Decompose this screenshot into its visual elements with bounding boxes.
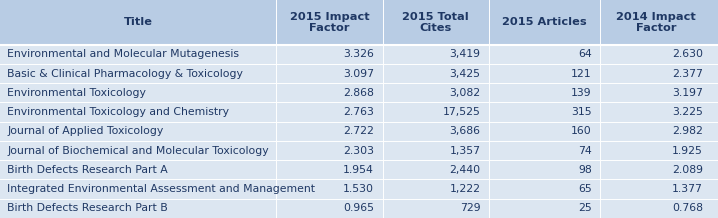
Text: 2015 Articles: 2015 Articles [503, 17, 587, 27]
Text: 0.768: 0.768 [672, 203, 703, 213]
Text: 3,425: 3,425 [449, 69, 480, 78]
Text: 2.982: 2.982 [672, 126, 703, 136]
Text: 64: 64 [578, 49, 592, 59]
Text: 1,222: 1,222 [449, 184, 480, 194]
Text: 3.197: 3.197 [672, 88, 703, 98]
Text: 3.326: 3.326 [343, 49, 374, 59]
Text: 1.954: 1.954 [343, 165, 374, 175]
Bar [0, 199, 718, 218]
Text: Birth Defects Research Part B: Birth Defects Research Part B [7, 203, 168, 213]
Text: 1.377: 1.377 [672, 184, 703, 194]
Bar [0, 179, 718, 199]
Text: 65: 65 [578, 184, 592, 194]
Bar [0, 0, 718, 45]
Text: Basic & Clinical Pharmacology & Toxicology: Basic & Clinical Pharmacology & Toxicolo… [7, 69, 243, 78]
Text: 98: 98 [578, 165, 592, 175]
Bar [0, 102, 718, 122]
Bar [0, 64, 718, 83]
Bar [0, 122, 718, 141]
Text: 1,357: 1,357 [449, 146, 480, 156]
Text: Environmental and Molecular Mutagenesis: Environmental and Molecular Mutagenesis [7, 49, 239, 59]
Text: 3,419: 3,419 [449, 49, 480, 59]
Text: 160: 160 [571, 126, 592, 136]
Text: 2.377: 2.377 [672, 69, 703, 78]
Bar [0, 45, 718, 64]
Text: 74: 74 [578, 146, 592, 156]
Text: 17,525: 17,525 [442, 107, 480, 117]
Text: 315: 315 [571, 107, 592, 117]
Text: 2.763: 2.763 [343, 107, 374, 117]
Text: 2.630: 2.630 [672, 49, 703, 59]
Text: 2015 Impact
Factor: 2015 Impact Factor [290, 12, 369, 33]
Text: 3,082: 3,082 [449, 88, 480, 98]
Text: 3.225: 3.225 [672, 107, 703, 117]
Bar [0, 141, 718, 160]
Text: 2014 Impact
Factor: 2014 Impact Factor [616, 12, 696, 33]
Text: 121: 121 [571, 69, 592, 78]
Text: 1.530: 1.530 [343, 184, 374, 194]
Text: Title: Title [123, 17, 153, 27]
Text: 2015 Total
Cites: 2015 Total Cites [403, 12, 469, 33]
Text: Environmental Toxicology: Environmental Toxicology [7, 88, 146, 98]
Text: Journal of Biochemical and Molecular Toxicology: Journal of Biochemical and Molecular Tox… [7, 146, 269, 156]
Text: 0.965: 0.965 [343, 203, 374, 213]
Bar [0, 160, 718, 179]
Text: 3,686: 3,686 [449, 126, 480, 136]
Text: 3.097: 3.097 [343, 69, 374, 78]
Text: Integrated Environmental Assessment and Management: Integrated Environmental Assessment and … [7, 184, 315, 194]
Text: 2.303: 2.303 [343, 146, 374, 156]
Text: 729: 729 [460, 203, 480, 213]
Text: 1.925: 1.925 [672, 146, 703, 156]
Text: Environmental Toxicology and Chemistry: Environmental Toxicology and Chemistry [7, 107, 229, 117]
Text: 2,440: 2,440 [449, 165, 480, 175]
Text: 2.868: 2.868 [343, 88, 374, 98]
Text: 2.722: 2.722 [343, 126, 374, 136]
Text: 25: 25 [578, 203, 592, 213]
Text: Birth Defects Research Part A: Birth Defects Research Part A [7, 165, 168, 175]
Text: 2.089: 2.089 [672, 165, 703, 175]
Text: 139: 139 [571, 88, 592, 98]
Bar [0, 83, 718, 102]
Text: Journal of Applied Toxicology: Journal of Applied Toxicology [7, 126, 164, 136]
